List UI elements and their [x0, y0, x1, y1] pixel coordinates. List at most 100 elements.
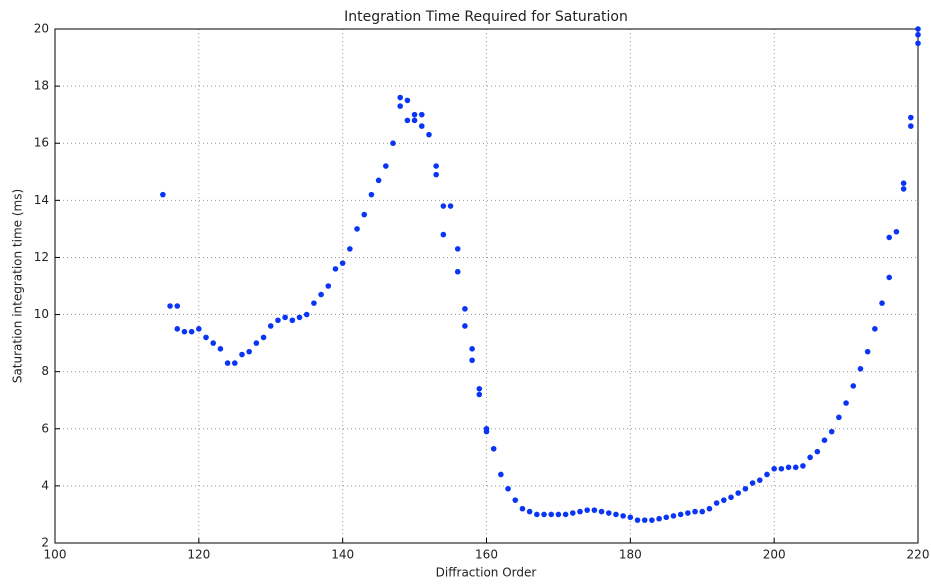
point: [620, 513, 626, 519]
point: [375, 177, 382, 184]
point: [440, 231, 447, 238]
point: [260, 334, 267, 341]
point: [160, 191, 166, 198]
point: [253, 340, 260, 346]
point: [505, 485, 511, 492]
point: [332, 266, 339, 272]
point: [670, 513, 677, 519]
point: [203, 334, 209, 341]
point: [325, 283, 332, 289]
point: [404, 97, 411, 104]
point: [418, 123, 425, 129]
point: [426, 131, 432, 138]
point: [778, 465, 785, 472]
point: [246, 348, 252, 355]
point: [526, 508, 533, 515]
x-axis-label: Diffraction Order: [436, 566, 537, 580]
point: [908, 114, 914, 121]
point: [311, 300, 317, 306]
point: [900, 180, 907, 186]
point: [699, 508, 706, 515]
point: [570, 510, 576, 516]
y-tick-label: 12: [34, 250, 49, 264]
point: [872, 326, 878, 332]
point: [390, 140, 396, 147]
point: [303, 311, 310, 318]
point: [296, 314, 303, 321]
point: [771, 465, 777, 472]
point: [577, 508, 583, 515]
point: [483, 428, 490, 435]
y-tick-label: 10: [34, 307, 49, 321]
point: [857, 366, 864, 372]
point: [534, 511, 540, 518]
point: [275, 317, 281, 324]
point: [850, 383, 857, 389]
point: [764, 471, 770, 478]
y-tick-label: 14: [34, 193, 49, 207]
point: [397, 103, 404, 109]
point: [728, 494, 734, 501]
plot-frame: [54, 28, 919, 544]
y-tick-label: 2: [41, 536, 49, 550]
point: [282, 314, 288, 321]
point: [814, 448, 821, 455]
point: [462, 323, 468, 329]
x-tick-label: 140: [331, 548, 354, 562]
point: [641, 517, 648, 523]
point: [555, 511, 562, 518]
point: [476, 391, 483, 398]
point: [915, 26, 921, 32]
point: [879, 300, 885, 306]
x-tick-label: 120: [187, 548, 210, 562]
point: [196, 326, 202, 332]
point: [706, 505, 713, 512]
point: [318, 291, 324, 298]
point: [756, 477, 763, 483]
point: [821, 437, 828, 444]
point: [893, 228, 900, 235]
point: [785, 464, 792, 471]
x-tick-label: 100: [44, 548, 67, 562]
point: [584, 507, 590, 513]
point: [418, 111, 425, 118]
x-tick-label: 160: [475, 548, 498, 562]
point: [735, 490, 742, 496]
point: [339, 260, 346, 266]
y-tick-label: 16: [34, 136, 49, 150]
y-tick-label: 6: [41, 421, 49, 435]
point: [541, 511, 547, 518]
point: [634, 517, 641, 523]
point: [836, 414, 842, 421]
point: [692, 508, 698, 515]
point: [440, 203, 447, 209]
point: [239, 351, 245, 358]
x-tick-label: 180: [619, 548, 642, 562]
chart-title: Integration Time Required for Saturation: [344, 9, 628, 25]
y-axis-label: Saturation integration time (ms): [11, 189, 25, 383]
point: [713, 500, 720, 506]
point: [828, 428, 835, 435]
point: [174, 326, 181, 332]
point: [231, 360, 238, 366]
x-tick-label: 200: [763, 548, 786, 562]
point: [411, 111, 418, 118]
point: [605, 510, 612, 516]
point: [598, 508, 605, 515]
point: [174, 303, 181, 309]
point: [469, 346, 475, 352]
point: [433, 163, 439, 169]
point: [886, 234, 893, 241]
point: [915, 40, 921, 47]
point: [354, 226, 360, 232]
point: [188, 328, 195, 335]
point: [267, 323, 274, 329]
point: [649, 517, 655, 523]
point: [627, 514, 634, 521]
point: [807, 454, 813, 461]
point: [591, 507, 598, 513]
point: [289, 317, 296, 324]
point: [512, 497, 519, 503]
point: [476, 386, 483, 392]
y-tick-label: 8: [41, 364, 49, 378]
